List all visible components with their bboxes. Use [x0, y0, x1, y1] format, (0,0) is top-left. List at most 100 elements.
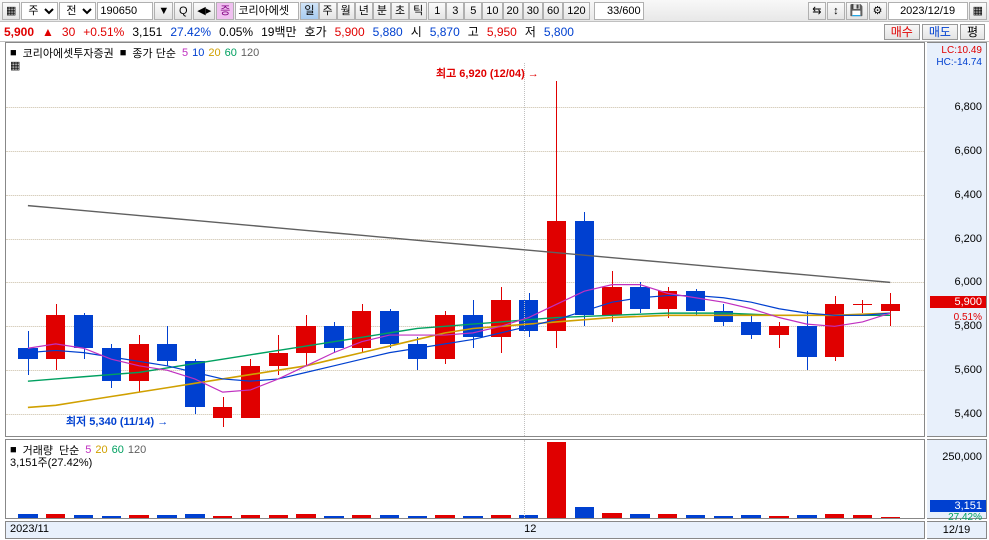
volume-bar: [74, 515, 93, 518]
interval-3[interactable]: 3: [446, 2, 464, 20]
candle: [102, 348, 121, 381]
candle: [46, 315, 65, 359]
volume-bar: [46, 514, 65, 518]
volume-bar: [658, 514, 677, 518]
volume-bar: [129, 515, 148, 518]
low-price: 5,800: [544, 25, 574, 39]
timeframe-년[interactable]: 년: [355, 2, 373, 20]
calendar-icon[interactable]: ▦: [969, 2, 987, 20]
sell-button[interactable]: 매도: [922, 24, 958, 40]
timeframe-분[interactable]: 분: [373, 2, 391, 20]
interval-30[interactable]: 30: [523, 2, 543, 20]
dropdown-category[interactable]: 주: [21, 2, 58, 20]
volume-bar: [185, 514, 204, 518]
interval-120[interactable]: 120: [563, 2, 589, 20]
candle: [18, 348, 37, 359]
volume-bar: [881, 517, 900, 518]
ma-periods: 5102060120: [182, 47, 263, 59]
candle: [575, 221, 594, 315]
volume-bar: [714, 516, 733, 518]
volume-tag: 3,151: [930, 500, 986, 512]
candle: [241, 366, 260, 419]
volume-bar: [491, 515, 510, 518]
main-plot: [6, 63, 924, 436]
volume-bar: [602, 513, 621, 518]
ytick: 5,400: [954, 408, 982, 420]
interval-5[interactable]: 5: [464, 2, 482, 20]
y-axis-main: LC:10.49 HC:-14.74 6,8006,6006,4006,2006…: [927, 42, 987, 437]
x-axis-end-date: 12/19: [927, 521, 987, 539]
volume-bar: [352, 515, 371, 518]
timeframe-일[interactable]: 일: [300, 2, 318, 20]
x-axis: 2023/11 12: [5, 521, 925, 539]
candle: [602, 287, 621, 316]
candle: [380, 311, 399, 344]
dropdown-market[interactable]: 전: [59, 2, 96, 20]
stock-code-input[interactable]: [97, 2, 153, 20]
ytick: 6,000: [954, 276, 982, 288]
interval-60[interactable]: 60: [543, 2, 563, 20]
candle: [519, 300, 538, 331]
main-toolbar: ▦ 주 전 ▼ Q ◀▸ 증 코리아에셋 일주월년분초틱 13510203060…: [0, 0, 989, 22]
interval-20[interactable]: 20: [503, 2, 523, 20]
interval-10[interactable]: 10: [482, 2, 502, 20]
timeframe-초[interactable]: 초: [391, 2, 409, 20]
current-price: 5,900: [4, 25, 34, 39]
icon-button-1[interactable]: ▦: [2, 2, 20, 20]
timeframe-월[interactable]: 월: [337, 2, 355, 20]
low-annotation: 최저 5,340 (11/14) →: [66, 413, 168, 429]
candle: [686, 291, 705, 311]
ytick: 6,200: [954, 233, 982, 245]
volume-chart[interactable]: ■거래량 단순 52060120 3,151주(27.42%): [5, 439, 925, 519]
interval-1[interactable]: 1: [428, 2, 446, 20]
open-label: 시: [411, 23, 422, 40]
main-chart[interactable]: ■코리아에셋투자증권 ■종가 단순 5102060120 ▦ 최고 6,920 …: [5, 42, 925, 437]
prev-icon[interactable]: ◀▸: [193, 2, 215, 20]
dropdown-icon[interactable]: ▼: [154, 2, 173, 20]
volume-bar: [463, 516, 482, 518]
volume-bar: [18, 514, 37, 518]
candle: [630, 287, 649, 309]
xtick: 2023/11: [10, 523, 49, 535]
amount: 19백만: [261, 23, 296, 40]
interval-group: 13510203060120: [428, 2, 589, 20]
low-label: 저: [525, 23, 536, 40]
main-chart-legend: ■코리아에셋투자증권 ■종가 단순 5102060120: [10, 45, 265, 61]
price-arrow-icon: ▲: [42, 25, 54, 39]
volume-bar: [102, 516, 121, 518]
candle: [853, 304, 872, 305]
candle: [213, 407, 232, 418]
chart-area: ■코리아에셋투자증권 ■종가 단순 5102060120 ▦ 최고 6,920 …: [0, 42, 989, 540]
tool-icon-2[interactable]: ↕: [827, 2, 845, 20]
volume-bar: [825, 514, 844, 518]
volume-bar: [686, 515, 705, 518]
candle: [185, 361, 204, 407]
volume-bar: [380, 515, 399, 518]
vol-ytick: 250,000: [942, 451, 982, 463]
buy-button[interactable]: 매수: [884, 24, 920, 40]
high-annotation: 최고 6,920 (12/04) →: [436, 65, 539, 81]
candle: [547, 221, 566, 331]
timeframe-틱[interactable]: 틱: [409, 2, 427, 20]
volume-bar: [324, 516, 343, 518]
candle: [825, 304, 844, 357]
bid-price: 5,880: [373, 25, 403, 39]
tool-icon-1[interactable]: ⇆: [808, 2, 826, 20]
pyeong-button[interactable]: 평: [960, 24, 985, 40]
xtick: 12: [524, 523, 536, 535]
candle: [157, 344, 176, 362]
save-icon[interactable]: 💾: [846, 2, 868, 20]
search-icon[interactable]: Q: [174, 2, 192, 20]
candle: [408, 344, 427, 359]
market-badge: 증: [216, 2, 234, 20]
timeframe-주[interactable]: 주: [319, 2, 337, 20]
settings-icon[interactable]: ⚙: [869, 2, 887, 20]
y-axis-volume: 250,0003,15127.42%: [927, 439, 987, 519]
volume-bar: [630, 514, 649, 518]
stock-name: 코리아에셋: [235, 2, 299, 20]
page-nav: 33/600: [594, 2, 644, 20]
volume-bar: [853, 515, 872, 518]
date-display[interactable]: 2023/12/19: [888, 2, 968, 20]
candle: [435, 315, 454, 359]
volume-bar: [269, 515, 288, 518]
